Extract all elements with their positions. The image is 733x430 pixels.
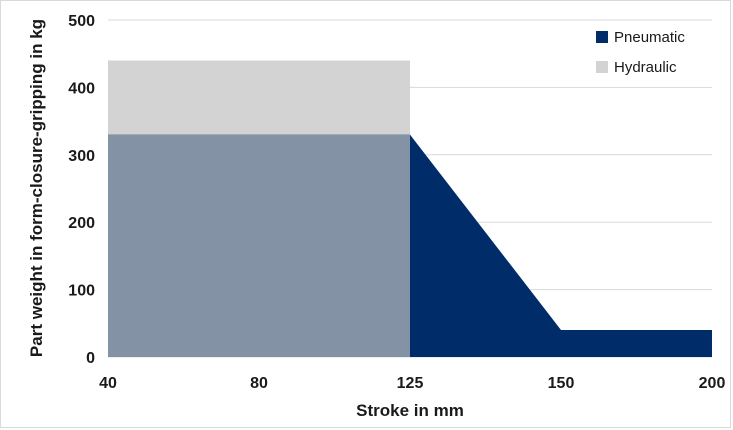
y-tick-label: 0 — [86, 350, 95, 367]
y-tick-label: 400 — [68, 80, 95, 97]
y-tick-labels: 0 100 200 300 400 500 — [68, 13, 95, 367]
x-tick-label: 200 — [699, 375, 726, 392]
x-tick-label: 125 — [397, 375, 424, 392]
legend-swatch-hydraulic — [596, 61, 608, 73]
y-tick-label: 300 — [68, 148, 95, 165]
plot-areas — [108, 60, 712, 357]
y-tick-label: 200 — [68, 215, 95, 232]
legend-label-pneumatic: Pneumatic — [614, 29, 685, 46]
x-tick-label: 80 — [250, 375, 268, 392]
y-tick-label: 500 — [68, 13, 95, 30]
x-tick-label: 150 — [548, 375, 575, 392]
legend-swatch-pneumatic — [596, 31, 608, 43]
x-axis-title: Stroke in mm — [356, 401, 464, 420]
legend: Pneumatic Hydraulic — [596, 29, 685, 76]
y-axis-title: Part weight in form-closure-gripping in … — [27, 19, 46, 357]
x-tick-label: 40 — [99, 375, 117, 392]
y-tick-label: 100 — [68, 283, 95, 300]
area-overlap — [108, 134, 410, 357]
x-tick-labels: 40 80 125 150 200 — [99, 375, 725, 392]
legend-label-hydraulic: Hydraulic — [614, 59, 677, 76]
